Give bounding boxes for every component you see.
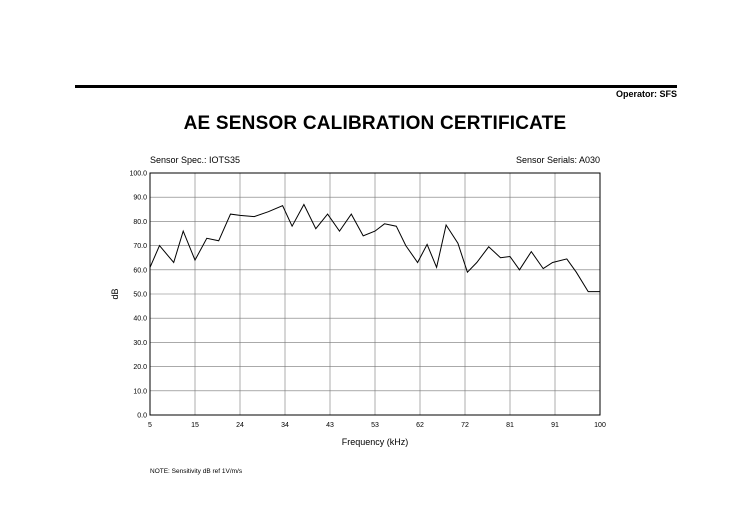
y-tick-label: 90.0 (133, 195, 147, 202)
x-axis-label: Frequency (kHz) (342, 437, 409, 447)
sensor-spec: Sensor Spec.: IOTS35 (150, 155, 241, 165)
y-tick-label: 80.0 (133, 219, 147, 226)
y-axis-label: dB (110, 288, 120, 299)
x-tick-label: 5 (148, 422, 152, 429)
page-title: AE SENSOR CALIBRATION CERTIFICATE (183, 113, 567, 134)
x-tick-label: 100 (594, 422, 606, 429)
x-tick-label: 24 (236, 422, 244, 429)
x-tick-label: 53 (371, 422, 379, 429)
x-tick-label: 15 (191, 422, 199, 429)
x-tick-label: 43 (326, 422, 334, 429)
y-tick-label: 0.0 (137, 413, 147, 420)
y-tick-labels: 0.0 10.0 20.0 30.0 40.0 50.0 60.0 70.0 80.0 90.0 1… (129, 171, 147, 420)
sensor-serials: Sensor Serials: A030 (515, 155, 600, 165)
x-tick-label: 72 (461, 422, 469, 429)
y-tick-label: 10.0 (133, 388, 147, 395)
x-tick-labels: 5 15 24 34 43 53 62 72 81 91 100 (148, 422, 606, 429)
x-tick-label: 91 (551, 422, 559, 429)
y-tick-label: 50.0 (133, 292, 147, 299)
header-rule (75, 85, 677, 88)
y-tick-label: 20.0 (133, 364, 147, 371)
y-tick-label: 30.0 (133, 340, 147, 347)
chart-grid (149, 172, 601, 416)
sensitivity-note: NOTE: Sensitivity dB ref 1V/m/s (150, 468, 243, 475)
operator-label: Operator: SFS (615, 89, 677, 99)
y-tick-label: 100.0 (129, 171, 147, 178)
y-tick-label: 40.0 (133, 316, 147, 323)
y-tick-label: 60.0 (133, 267, 147, 274)
plot-border (149, 172, 601, 416)
x-tick-label: 81 (506, 422, 514, 429)
x-tick-label: 34 (281, 422, 289, 429)
y-tick-label: 70.0 (133, 243, 147, 250)
x-tick-label: 62 (416, 422, 424, 429)
series-line (149, 203, 600, 293)
